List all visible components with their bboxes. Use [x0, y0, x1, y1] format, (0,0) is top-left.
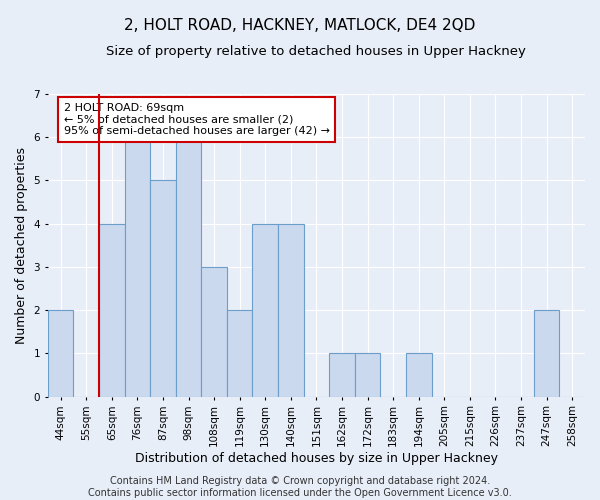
Bar: [329, 354, 355, 397]
Text: 2, HOLT ROAD, HACKNEY, MATLOCK, DE4 2QD: 2, HOLT ROAD, HACKNEY, MATLOCK, DE4 2QD: [124, 18, 476, 32]
Bar: [48, 310, 73, 396]
Title: Size of property relative to detached houses in Upper Hackney: Size of property relative to detached ho…: [106, 45, 526, 58]
Bar: [201, 267, 227, 396]
Y-axis label: Number of detached properties: Number of detached properties: [15, 147, 28, 344]
Bar: [227, 310, 253, 396]
Bar: [150, 180, 176, 396]
Bar: [176, 137, 201, 396]
Text: Contains HM Land Registry data © Crown copyright and database right 2024.
Contai: Contains HM Land Registry data © Crown c…: [88, 476, 512, 498]
Bar: [125, 137, 150, 396]
X-axis label: Distribution of detached houses by size in Upper Hackney: Distribution of detached houses by size …: [135, 452, 498, 465]
Bar: [406, 354, 431, 397]
Bar: [355, 354, 380, 397]
Bar: [278, 224, 304, 396]
Bar: [534, 310, 559, 396]
Bar: [253, 224, 278, 396]
Bar: [99, 224, 125, 396]
Text: 2 HOLT ROAD: 69sqm
← 5% of detached houses are smaller (2)
95% of semi-detached : 2 HOLT ROAD: 69sqm ← 5% of detached hous…: [64, 103, 330, 136]
